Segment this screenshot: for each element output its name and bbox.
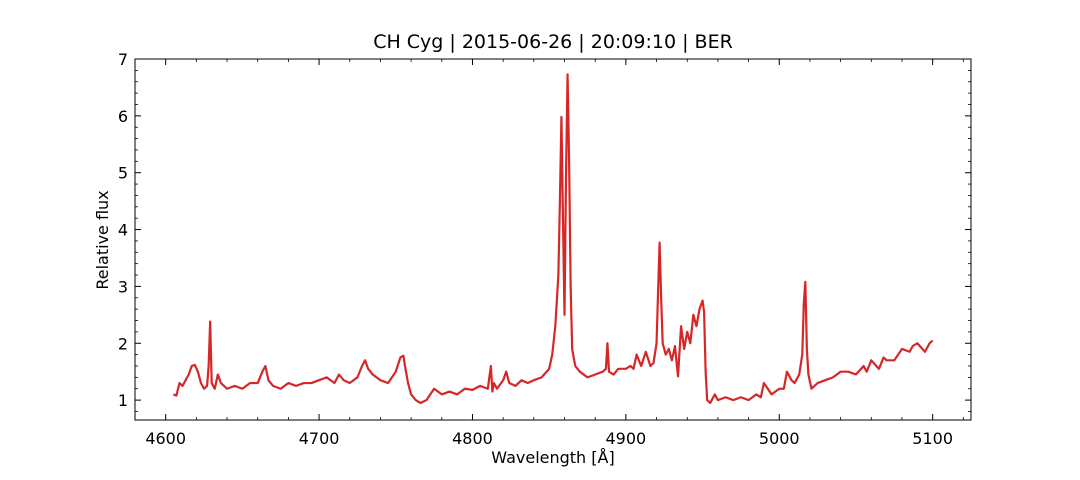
y-tick-label: 3 — [118, 277, 128, 296]
series-line-0 — [172, 73, 934, 405]
chart-title: CH Cyg | 2015-06-26 | 20:09:10 | BER — [373, 31, 733, 53]
plot-area — [172, 73, 934, 405]
y-tick-label: 1 — [118, 391, 128, 410]
x-tick-label: 5100 — [912, 429, 953, 448]
y-tick-label: 6 — [118, 107, 128, 126]
axis-ticks: 4600 4700 4800 4900 5000 5100 1 2 3 4 5 6 7 — [118, 50, 971, 448]
x-tick-label: 4600 — [145, 429, 186, 448]
x-tick-label: 4700 — [299, 429, 340, 448]
x-axis-label: Wavelength [Å] — [491, 448, 614, 467]
y-axis-label: Relative flux — [93, 190, 112, 289]
plot-frame — [134, 58, 972, 421]
x-tick-label: 4900 — [606, 429, 647, 448]
x-tick-label: 5000 — [759, 429, 800, 448]
x-tick-label: 4800 — [452, 429, 493, 448]
y-tick-label: 2 — [118, 334, 128, 353]
y-tick-label: 4 — [118, 221, 128, 240]
y-tick-label: 7 — [118, 50, 128, 69]
y-tick-label: 5 — [118, 164, 128, 183]
